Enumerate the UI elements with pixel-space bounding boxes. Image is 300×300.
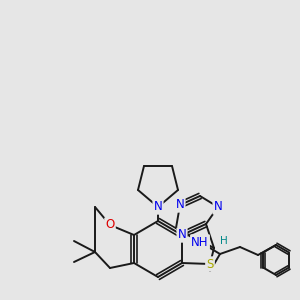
Text: NH: NH xyxy=(191,236,209,248)
Text: N: N xyxy=(176,199,184,212)
Text: N: N xyxy=(214,200,222,214)
Text: S: S xyxy=(206,257,214,271)
Text: H: H xyxy=(220,236,228,246)
Text: N: N xyxy=(178,229,186,242)
Text: O: O xyxy=(105,218,115,232)
Text: N: N xyxy=(154,200,162,214)
